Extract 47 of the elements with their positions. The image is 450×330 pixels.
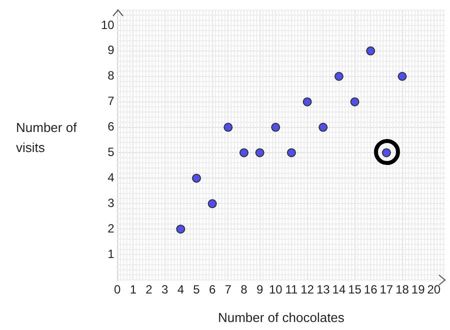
y-tick-label: 2 xyxy=(108,221,115,236)
point xyxy=(255,148,264,158)
point xyxy=(318,122,328,132)
x-tick-label: 3 xyxy=(161,282,168,297)
x-tick-label: 16 xyxy=(364,282,378,297)
x-tick-label: 13 xyxy=(316,282,330,297)
x-tick-label: 11 xyxy=(285,282,298,297)
point xyxy=(302,97,312,106)
point xyxy=(366,46,376,56)
x-tick-label: 8 xyxy=(240,282,248,297)
x-tick-label: 18 xyxy=(396,282,410,297)
y-tick-label: 4 xyxy=(108,170,115,184)
y-tick-label: 1 xyxy=(108,246,115,261)
x-axis-title: Number of chocolates xyxy=(218,310,345,325)
x-tick-label: 0 xyxy=(114,282,122,297)
y-tick-label: 7 xyxy=(108,94,115,108)
y-tick-label: 6 xyxy=(108,120,115,134)
x-tick-label: 12 xyxy=(300,282,314,297)
x-tick-label: 4 xyxy=(177,282,184,297)
y-tick-label: 9 xyxy=(108,43,115,58)
x-tick-label: 20 xyxy=(427,282,441,297)
x-tick-label: 7 xyxy=(224,282,232,297)
point xyxy=(192,174,201,183)
y-axis-title: Number of visits xyxy=(16,119,78,157)
point xyxy=(271,122,280,132)
point xyxy=(286,148,296,158)
point xyxy=(224,122,233,132)
y-tick-label: 10 xyxy=(100,18,115,32)
point xyxy=(176,224,186,234)
y-tick-label: 5 xyxy=(108,145,115,160)
x-tick-label: 6 xyxy=(208,282,216,297)
x-tick-label: 10 xyxy=(268,282,283,297)
y-tick-label: 8 xyxy=(108,68,115,83)
x-tick-label: 1 xyxy=(130,282,137,297)
x-tick-label: 5 xyxy=(193,282,200,297)
x-tick-label: 2 xyxy=(146,282,153,297)
point xyxy=(239,148,248,158)
y-tick-label: 3 xyxy=(108,196,115,210)
x-tick-label: 17 xyxy=(380,282,394,297)
point xyxy=(208,199,217,208)
x-tick-label: 9 xyxy=(256,282,264,297)
point xyxy=(350,97,360,106)
point xyxy=(398,72,407,81)
x-tick-label: 14 xyxy=(332,282,346,297)
point xyxy=(334,72,344,81)
x-tick-label: 19 xyxy=(411,282,426,297)
x-tick-label: 15 xyxy=(348,282,362,297)
